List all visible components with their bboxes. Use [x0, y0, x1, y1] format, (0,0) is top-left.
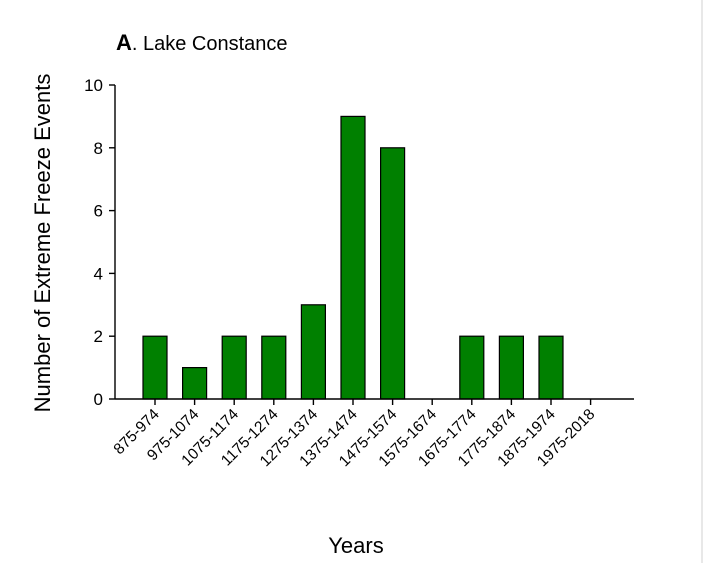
bar: [380, 147, 406, 400]
y-tick-label: 2: [94, 327, 103, 346]
bar: [221, 335, 247, 400]
bar: [261, 335, 287, 400]
right-edge-divider: [701, 0, 703, 563]
bar-series: [142, 115, 564, 400]
bar: [142, 335, 168, 400]
bar: [498, 335, 524, 400]
bar: [340, 115, 366, 400]
y-axis-label: Number of Extreme Freeze Events: [30, 74, 55, 413]
bar: [538, 335, 564, 400]
bar: [459, 335, 485, 400]
bar: [300, 304, 326, 400]
y-axis-ticks: 0 2 4 6 8 10: [84, 76, 115, 409]
y-tick-label: 10: [84, 76, 103, 95]
x-axis-tick-labels: 875-974975-10741075-11741175-12741275-13…: [111, 399, 598, 470]
chart-title-text: A. Lake Constance: [116, 30, 288, 55]
y-tick-label: 4: [94, 264, 103, 283]
bar: [182, 367, 208, 400]
y-tick-label: 6: [94, 202, 103, 221]
panel-title: . Lake Constance: [132, 33, 288, 55]
panel-letter: A: [116, 30, 132, 55]
y-tick-label: 8: [94, 139, 103, 158]
chart-title: A. Lake Constance: [116, 30, 288, 55]
y-tick-label: 0: [94, 390, 103, 409]
x-axis-label: Years: [328, 533, 383, 558]
